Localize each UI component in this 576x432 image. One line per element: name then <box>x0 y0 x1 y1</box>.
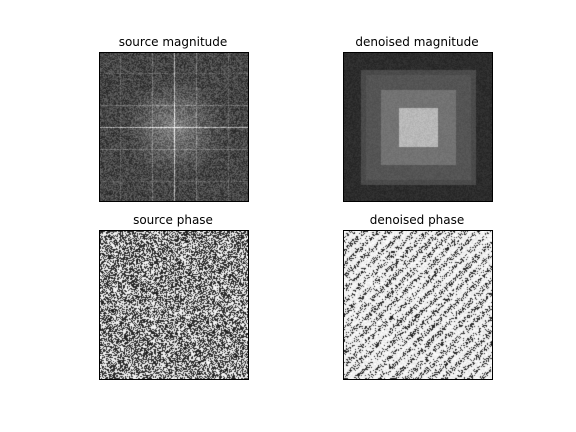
source-phase-image <box>99 230 249 380</box>
title-denoised-phase: denoised phase <box>369 213 465 227</box>
source-magnitude-image <box>99 52 249 202</box>
title-source-magnitude: source magnitude <box>118 35 228 49</box>
denoised-phase-canvas <box>344 231 492 379</box>
title-denoised-magnitude: denoised magnitude <box>355 35 479 49</box>
denoised-magnitude-image <box>343 52 493 202</box>
source-phase-canvas <box>100 231 248 379</box>
title-source-phase: source phase <box>133 213 213 227</box>
denoised-phase-image <box>343 230 493 380</box>
denoised-magnitude-canvas <box>344 53 492 201</box>
source-magnitude-canvas <box>100 53 248 201</box>
